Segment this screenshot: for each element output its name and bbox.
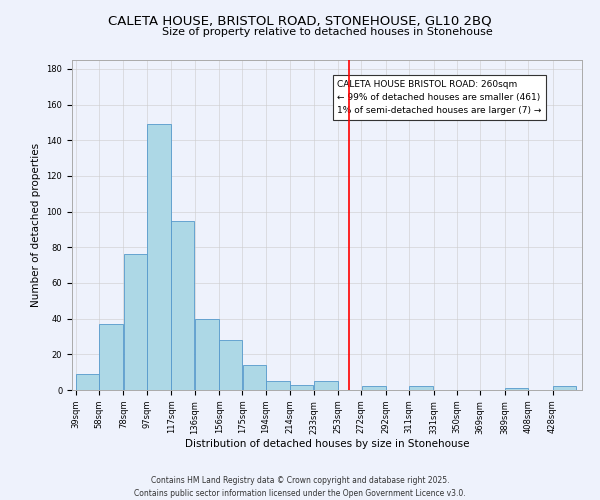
Text: CALETA HOUSE BRISTOL ROAD: 260sqm
← 99% of detached houses are smaller (461)
1% : CALETA HOUSE BRISTOL ROAD: 260sqm ← 99% … <box>337 80 542 115</box>
X-axis label: Distribution of detached houses by size in Stonehouse: Distribution of detached houses by size … <box>185 439 469 449</box>
Bar <box>314 381 338 390</box>
Bar <box>553 386 575 390</box>
Bar <box>219 340 242 390</box>
Bar <box>124 254 146 390</box>
Text: Contains HM Land Registry data © Crown copyright and database right 2025.
Contai: Contains HM Land Registry data © Crown c… <box>134 476 466 498</box>
Bar <box>195 318 219 390</box>
Bar <box>362 386 386 390</box>
Bar <box>147 124 171 390</box>
Text: CALETA HOUSE, BRISTOL ROAD, STONEHOUSE, GL10 2BQ: CALETA HOUSE, BRISTOL ROAD, STONEHOUSE, … <box>108 15 492 28</box>
Bar <box>99 324 124 390</box>
Bar <box>242 365 266 390</box>
Bar <box>266 381 290 390</box>
Bar <box>409 386 433 390</box>
Bar <box>290 384 313 390</box>
Bar <box>76 374 99 390</box>
Bar <box>172 220 194 390</box>
Y-axis label: Number of detached properties: Number of detached properties <box>31 143 41 307</box>
Bar <box>505 388 528 390</box>
Title: Size of property relative to detached houses in Stonehouse: Size of property relative to detached ho… <box>161 27 493 37</box>
